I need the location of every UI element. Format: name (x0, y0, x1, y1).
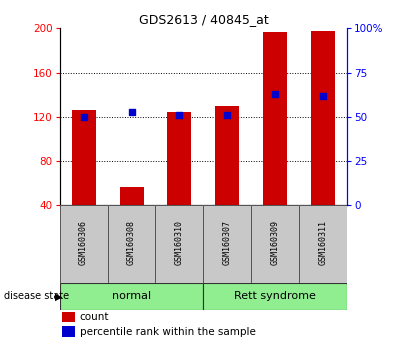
Bar (203, 205, 252, 283)
Point (224, 112, 231, 118)
Bar (215, 106, 239, 205)
Point (128, 109, 135, 114)
Text: GSM160307: GSM160307 (223, 220, 232, 265)
Bar (252, 205, 299, 283)
Bar (62, 326, 76, 337)
Text: ▶: ▶ (55, 291, 62, 302)
Text: GSM160306: GSM160306 (79, 220, 88, 265)
Bar (120, 187, 143, 205)
Point (320, 93, 327, 98)
Bar (155, 205, 203, 283)
Point (272, 91, 279, 97)
Bar (203, 283, 347, 310)
Bar (60, 283, 203, 310)
Bar (72, 110, 95, 205)
Text: GSM160311: GSM160311 (319, 220, 328, 265)
Bar (108, 205, 155, 283)
Text: GSM160309: GSM160309 (271, 220, 280, 265)
Bar (168, 113, 192, 205)
Text: normal: normal (112, 291, 151, 302)
Bar (60, 205, 108, 283)
Point (80, 114, 87, 120)
Bar (299, 205, 347, 283)
Text: percentile rank within the sample: percentile rank within the sample (80, 326, 256, 337)
Text: GSM160308: GSM160308 (127, 220, 136, 265)
Text: count: count (80, 312, 109, 322)
Bar (263, 32, 287, 205)
Point (176, 112, 183, 118)
Title: GDS2613 / 40845_at: GDS2613 / 40845_at (139, 13, 268, 26)
Text: Rett syndrome: Rett syndrome (234, 291, 316, 302)
Bar (311, 30, 335, 205)
Text: GSM160310: GSM160310 (175, 220, 184, 265)
Bar (62, 312, 76, 322)
Text: disease state: disease state (4, 291, 69, 302)
